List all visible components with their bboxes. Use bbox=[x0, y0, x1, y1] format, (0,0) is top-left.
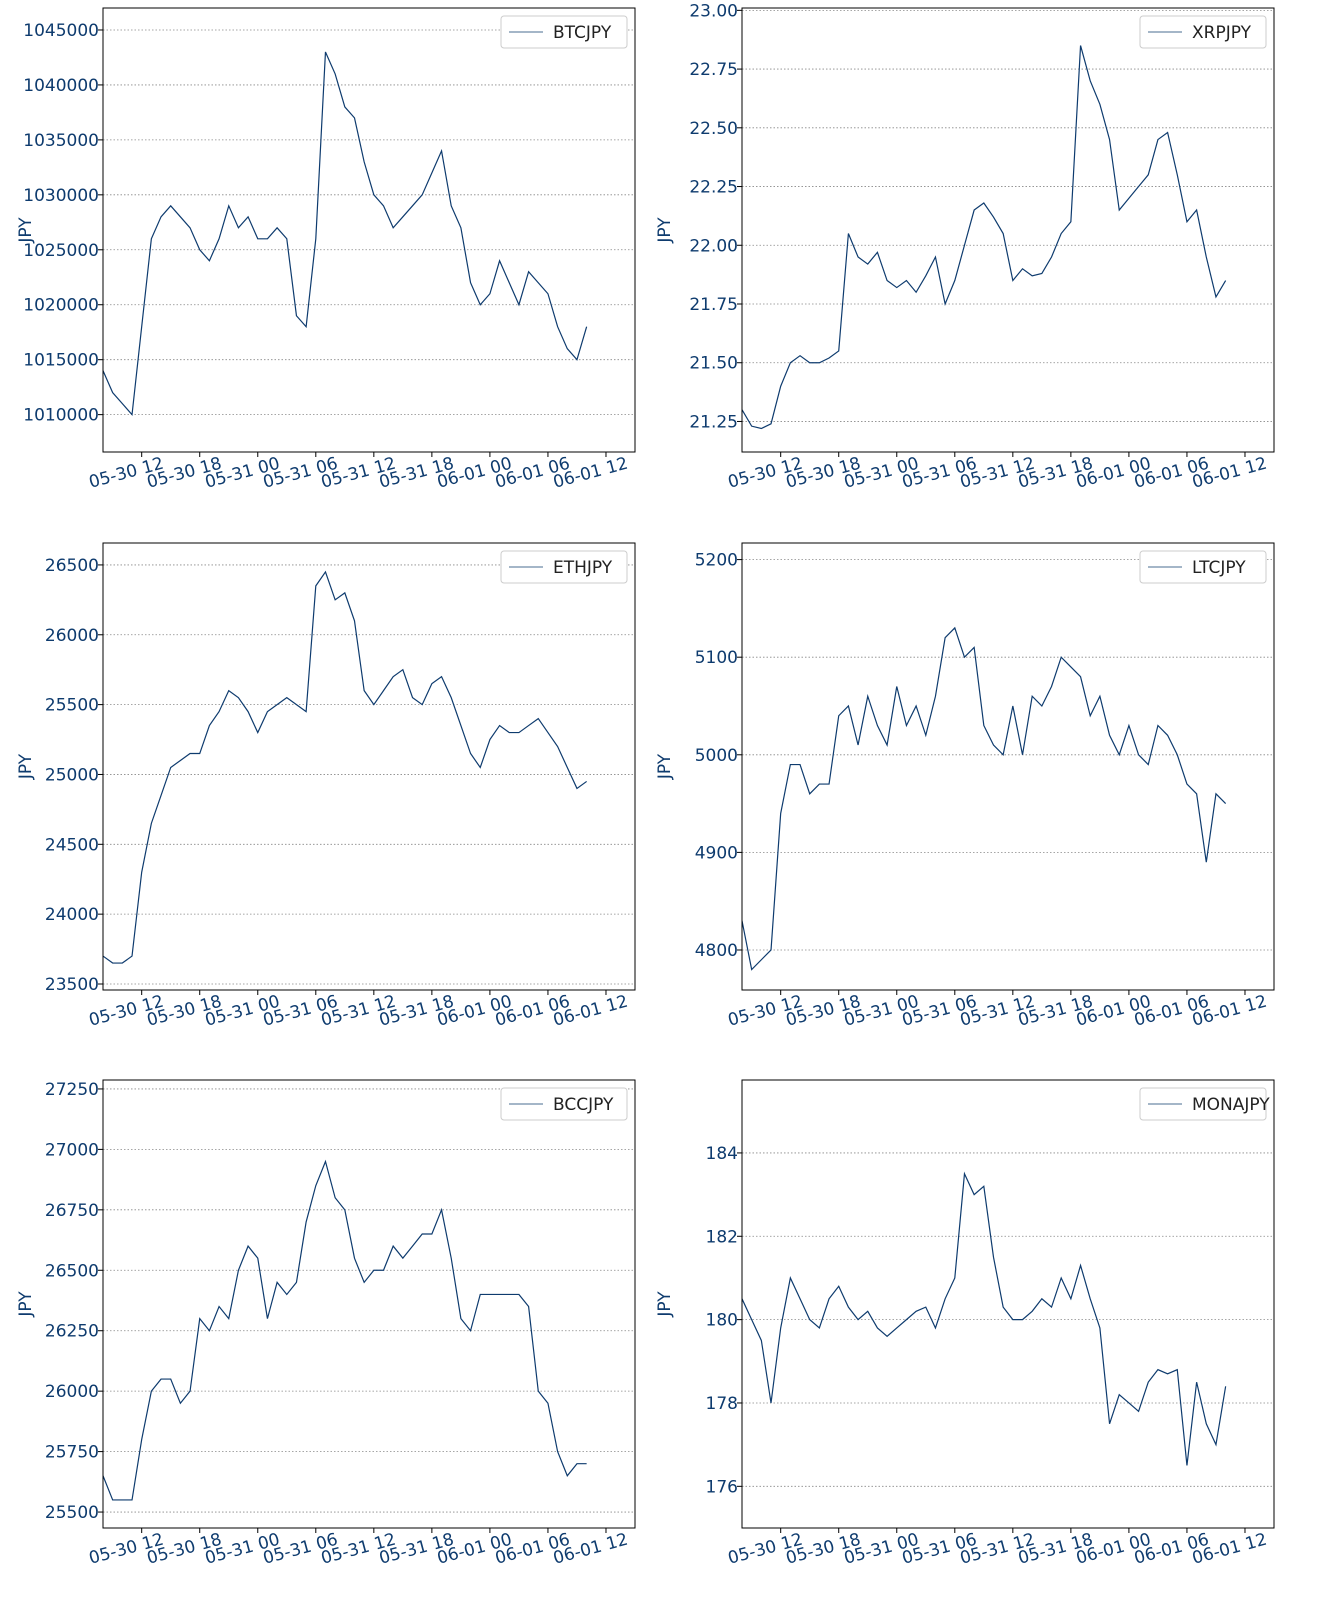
legend-label: LTCJPY bbox=[1192, 558, 1246, 578]
series-group bbox=[103, 51, 588, 417]
plot-frame bbox=[102, 7, 636, 453]
price-line bbox=[103, 570, 587, 964]
y-tick-label: 182 bbox=[706, 1227, 738, 1247]
y-tick-label: 1020000 bbox=[23, 296, 99, 316]
plot-area bbox=[742, 543, 1274, 990]
legend-label: MONAJPY bbox=[1192, 1095, 1270, 1115]
plot-frame bbox=[741, 1079, 1275, 1529]
legend-box bbox=[500, 1087, 628, 1121]
y-tick-label: 1045000 bbox=[23, 21, 99, 41]
panel: 25500 25750 26000 26250 26500 26750 27000 27250… bbox=[16, 1079, 636, 1569]
legend-label: ETHJPY bbox=[553, 558, 613, 578]
y-tick-label: 180 bbox=[706, 1311, 738, 1331]
y-tick-label: 4900 bbox=[695, 843, 738, 863]
y-axis-label: JPY bbox=[655, 753, 675, 780]
plot-frame bbox=[741, 542, 1275, 991]
price-line bbox=[742, 626, 1227, 971]
legend-box bbox=[500, 550, 628, 584]
y-tick-label: 26750 bbox=[45, 1201, 99, 1221]
panel: 21.25 21.50 21.75 22.00 22.25 22.50 22.75 23.00… bbox=[655, 1, 1275, 493]
legend-label: XRPJPY bbox=[1192, 23, 1252, 43]
y-axis-label: JPY bbox=[655, 1291, 675, 1318]
y-tick-label: 22.75 bbox=[689, 60, 738, 80]
y-tick-label: 176 bbox=[706, 1477, 738, 1497]
series-group bbox=[742, 626, 1227, 971]
legend-box bbox=[1139, 550, 1267, 584]
price-line bbox=[742, 1171, 1227, 1466]
y-tick-label: 27000 bbox=[45, 1140, 99, 1160]
y-tick-label: 23.00 bbox=[689, 1, 738, 21]
y-tick-label: 1040000 bbox=[23, 76, 99, 96]
plot-frame bbox=[741, 7, 1275, 453]
y-tick-label: 22.00 bbox=[689, 236, 738, 256]
series-group bbox=[742, 45, 1227, 430]
series-group bbox=[742, 1171, 1227, 1466]
y-axis-label: JPY bbox=[16, 753, 36, 780]
price-line bbox=[103, 1159, 587, 1501]
y-tick-label: 26500 bbox=[45, 1261, 99, 1281]
panel: 1010000 1015000 1020000 1025000 1030000 10350… bbox=[16, 7, 636, 493]
plot-frame bbox=[102, 542, 636, 991]
y-tick-label: 23500 bbox=[45, 975, 99, 995]
y-tick-label: 25500 bbox=[45, 1503, 99, 1523]
y-tick-label: 5000 bbox=[695, 746, 738, 766]
y-tick-label: 21.50 bbox=[689, 354, 738, 374]
y-tick-label: 178 bbox=[706, 1394, 738, 1414]
plot-area bbox=[742, 8, 1274, 452]
series-group bbox=[103, 570, 587, 964]
y-tick-label: 21.75 bbox=[689, 295, 738, 315]
y-tick-label: 22.50 bbox=[689, 119, 738, 139]
y-tick-label: 184 bbox=[706, 1144, 738, 1164]
y-tick-label: 21.25 bbox=[689, 412, 738, 432]
y-tick-label: 4800 bbox=[695, 941, 738, 961]
y-tick-label: 27250 bbox=[45, 1080, 99, 1100]
y-tick-label: 1030000 bbox=[23, 186, 99, 206]
y-tick-label: 25750 bbox=[45, 1443, 99, 1463]
y-tick-label: 5200 bbox=[695, 551, 738, 571]
legend-label: BTCJPY bbox=[553, 23, 612, 43]
y-tick-label: 1025000 bbox=[23, 241, 99, 261]
y-tick-label: 26500 bbox=[45, 556, 99, 576]
legend-label: BCCJPY bbox=[553, 1095, 614, 1115]
y-axis-label: JPY bbox=[16, 217, 36, 244]
y-tick-label: 25500 bbox=[45, 696, 99, 716]
panel: 2350024000245002500025500260002650005-30… bbox=[16, 542, 636, 1031]
y-axis-label: JPY bbox=[16, 1291, 36, 1318]
y-tick-label: 22.25 bbox=[689, 178, 738, 198]
y-tick-label: 5100 bbox=[695, 648, 738, 668]
legend-box bbox=[1139, 1087, 1267, 1121]
plot-area bbox=[103, 8, 635, 452]
y-tick-label: 25000 bbox=[45, 765, 99, 785]
y-tick-label: 26000 bbox=[45, 626, 99, 646]
price-line bbox=[103, 51, 588, 417]
y-tick-label: 26000 bbox=[45, 1382, 99, 1402]
y-tick-label: 24000 bbox=[45, 905, 99, 925]
y-axis-label: JPY bbox=[655, 217, 675, 244]
y-tick-label: 24500 bbox=[45, 835, 99, 855]
legend-box bbox=[500, 15, 628, 49]
y-tick-label: 1015000 bbox=[23, 351, 99, 371]
plot-area bbox=[103, 543, 635, 990]
plot-area bbox=[103, 1080, 635, 1528]
y-tick-label: 1035000 bbox=[23, 131, 99, 151]
series-group bbox=[103, 1159, 587, 1501]
plot-frame bbox=[102, 1079, 636, 1529]
y-tick-label: 1010000 bbox=[23, 406, 99, 426]
legend-box bbox=[1139, 15, 1267, 49]
price-line bbox=[742, 45, 1227, 430]
y-tick-label: 26250 bbox=[45, 1322, 99, 1342]
plot-area bbox=[742, 1080, 1274, 1528]
